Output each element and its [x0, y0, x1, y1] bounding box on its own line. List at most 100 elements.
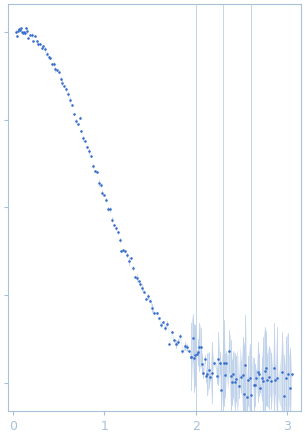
Point: [234, 375, 239, 382]
Point: [194, 350, 199, 357]
Point: [106, 205, 110, 212]
Point: [43, 46, 48, 53]
Point: [187, 348, 192, 355]
Point: [232, 378, 237, 385]
Point: [73, 118, 78, 125]
Point: [180, 348, 185, 355]
Point: [48, 55, 53, 62]
Point: [16, 26, 21, 33]
Point: [150, 304, 155, 311]
Point: [190, 334, 195, 341]
Point: [231, 371, 236, 378]
Point: [138, 281, 143, 288]
Point: [34, 38, 39, 45]
Point: [209, 369, 214, 376]
Point: [55, 67, 59, 74]
Point: [201, 369, 206, 376]
Point: [123, 248, 128, 255]
Point: [23, 24, 28, 31]
Point: [22, 30, 27, 37]
Point: [280, 368, 285, 375]
Point: [178, 333, 183, 340]
Point: [192, 354, 196, 361]
Point: [242, 390, 246, 397]
Point: [113, 225, 118, 232]
Point: [273, 376, 278, 383]
Point: [111, 222, 116, 229]
Point: [58, 76, 63, 83]
Point: [148, 297, 152, 304]
Point: [264, 365, 268, 372]
Point: [98, 181, 103, 188]
Point: [136, 277, 141, 284]
Point: [68, 96, 73, 103]
Point: [251, 382, 256, 389]
Point: [64, 86, 69, 93]
Point: [224, 360, 229, 367]
Point: [24, 27, 29, 34]
Point: [196, 348, 200, 355]
Point: [154, 309, 159, 316]
Point: [45, 50, 49, 57]
Point: [75, 120, 80, 127]
Point: [100, 189, 105, 196]
Point: [146, 293, 151, 300]
Point: [127, 257, 131, 264]
Point: [206, 366, 211, 373]
Point: [221, 360, 226, 367]
Point: [265, 377, 270, 384]
Point: [253, 382, 257, 388]
Point: [91, 163, 95, 170]
Point: [289, 371, 294, 378]
Point: [96, 179, 101, 186]
Point: [21, 28, 26, 35]
Point: [79, 128, 84, 135]
Point: [77, 114, 82, 121]
Point: [185, 344, 189, 351]
Point: [282, 410, 287, 417]
Point: [281, 393, 286, 400]
Point: [258, 385, 263, 392]
Point: [228, 372, 233, 379]
Point: [261, 378, 266, 385]
Point: [41, 42, 46, 49]
Point: [62, 83, 67, 90]
Point: [255, 368, 260, 375]
Point: [165, 320, 170, 327]
Point: [167, 340, 172, 347]
Point: [198, 343, 203, 350]
Point: [119, 248, 124, 255]
Point: [19, 28, 24, 35]
Point: [109, 216, 114, 223]
Point: [71, 110, 76, 117]
Point: [83, 137, 88, 144]
Point: [102, 192, 107, 199]
Point: [216, 355, 221, 362]
Point: [56, 69, 61, 76]
Point: [156, 315, 161, 322]
Point: [238, 417, 242, 424]
Point: [182, 343, 187, 350]
Point: [49, 61, 54, 68]
Point: [212, 360, 217, 367]
Point: [92, 168, 97, 175]
Point: [51, 61, 56, 68]
Point: [94, 168, 99, 175]
Point: [31, 38, 36, 45]
Point: [20, 29, 25, 36]
Point: [284, 374, 289, 381]
Point: [214, 372, 219, 379]
Point: [243, 361, 248, 368]
Point: [125, 252, 130, 259]
Point: [189, 354, 194, 361]
Point: [134, 275, 139, 282]
Point: [13, 28, 18, 35]
Point: [274, 375, 279, 382]
Point: [189, 353, 194, 360]
Point: [262, 367, 267, 374]
Point: [26, 35, 31, 42]
Point: [14, 32, 19, 39]
Point: [15, 27, 20, 34]
Point: [27, 31, 32, 38]
Point: [33, 32, 38, 39]
